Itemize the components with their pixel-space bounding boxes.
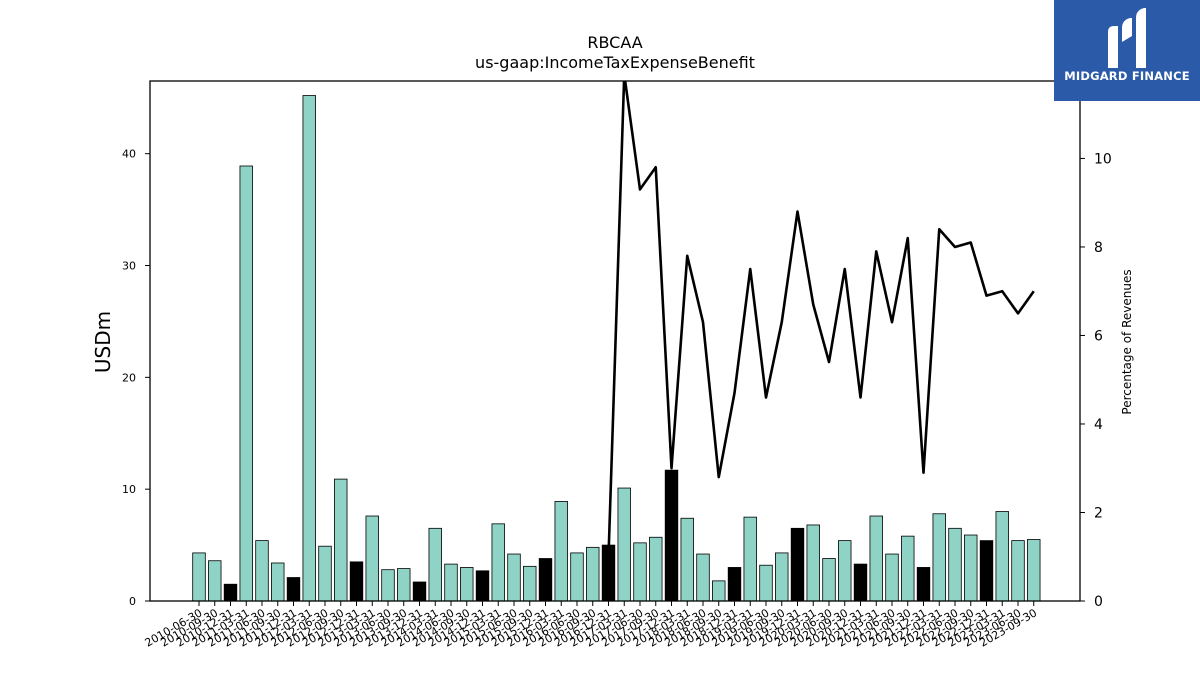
bar-2014-12-31 — [475, 570, 490, 602]
y2-tick-label: 8 — [1094, 240, 1103, 256]
bar-2018-06-30 — [696, 553, 710, 602]
bar-2011-09-30 — [271, 562, 285, 602]
bar-2014-03-31 — [428, 527, 442, 602]
bar-2020-06-30 — [822, 558, 836, 602]
bar-2013-12-31 — [412, 581, 427, 602]
bar-2018-09-30 — [712, 580, 726, 602]
y2-tick-label: 6 — [1094, 328, 1103, 344]
bar-2020-12-31 — [853, 563, 868, 602]
bar-2013-09-30 — [397, 568, 411, 602]
bar-2010-12-31 — [223, 583, 238, 602]
bar-2018-12-31 — [727, 567, 742, 602]
y2-tick-label: 2 — [1094, 505, 1103, 521]
plot-frame — [149, 80, 1081, 602]
bar-2016-03-31 — [554, 501, 568, 602]
y2-tick-label: 4 — [1094, 417, 1103, 433]
axes: 01020304002468102010-06-302010-09-302010… — [122, 80, 1112, 650]
bar-2018-03-31 — [680, 517, 694, 602]
bar-2016-09-30 — [586, 546, 600, 602]
bar-2022-06-30 — [948, 527, 962, 602]
y2-tick-label: 0 — [1094, 594, 1103, 610]
bar-2017-06-30 — [633, 542, 647, 602]
bar-2019-12-31 — [790, 527, 805, 602]
bar-2012-09-30 — [334, 478, 348, 602]
bar-2012-03-31 — [302, 95, 316, 602]
y-tick-label: 30 — [122, 260, 136, 273]
bar-2015-12-31 — [538, 558, 553, 602]
y-tick-label: 0 — [129, 595, 136, 608]
bar-2023-03-31 — [995, 511, 1009, 602]
y2-tick-label: 10 — [1094, 151, 1112, 167]
bar-2011-12-31 — [286, 577, 301, 602]
bar-2011-06-30 — [255, 540, 269, 602]
bar-2022-12-31 — [979, 540, 994, 602]
midgard-logo-icon — [1108, 8, 1146, 68]
bar-2010-06-30 — [192, 552, 206, 602]
bar-2017-03-31 — [617, 487, 631, 602]
brand-logo: MIDGARD FINANCE — [1054, 0, 1200, 101]
percentage-of-revenues-line — [607, 81, 1035, 557]
bar-2014-06-30 — [444, 563, 458, 602]
bar-2011-03-31 — [239, 165, 253, 602]
y-tick-label: 10 — [122, 483, 136, 496]
y-tick-label: 40 — [122, 148, 136, 161]
bar-2023-09-30 — [1027, 539, 1041, 602]
bar-2010-09-30 — [208, 560, 222, 602]
bar-2023-06-30 — [1011, 540, 1025, 602]
bar-2013-06-30 — [381, 569, 395, 602]
brand-name: MIDGARD FINANCE — [1064, 69, 1190, 83]
bar-2020-03-31 — [806, 524, 820, 602]
bar-2019-09-30 — [775, 552, 789, 602]
bar-2021-06-30 — [885, 553, 899, 602]
line-series — [607, 81, 1035, 557]
bar-2015-09-30 — [523, 565, 537, 602]
chart-subtitle: us-gaap:IncomeTaxExpenseBenefit — [475, 53, 755, 72]
bar-2020-09-30 — [838, 540, 852, 602]
bar-2015-03-31 — [491, 523, 505, 602]
chart-title: RBCAA — [587, 33, 642, 52]
y-tick-label: 20 — [122, 371, 136, 384]
bar-2012-12-31 — [349, 561, 364, 602]
y2-axis-label: Percentage of Revenues — [1120, 269, 1134, 414]
y-axis-label: USDm — [91, 311, 115, 373]
bar-2019-03-31 — [743, 516, 757, 602]
bar-2021-09-30 — [901, 535, 915, 602]
bar-2021-12-31 — [916, 567, 931, 602]
bar-2021-03-31 — [869, 515, 883, 602]
bar-2022-03-31 — [932, 513, 946, 602]
bar-2022-09-30 — [964, 534, 978, 602]
bar-2017-12-31 — [664, 469, 679, 602]
bar-2016-06-30 — [570, 552, 584, 602]
bar-2012-06-30 — [318, 545, 332, 602]
bar-2017-09-30 — [649, 536, 663, 602]
bar-2014-09-30 — [460, 567, 474, 602]
bar-2019-06-30 — [759, 564, 773, 602]
bar-2013-03-31 — [365, 515, 379, 602]
bar-2015-06-30 — [507, 553, 521, 602]
